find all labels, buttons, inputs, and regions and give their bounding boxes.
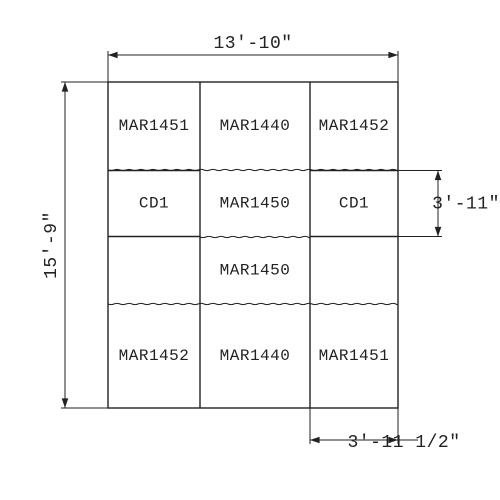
cell-r3c2-label: MAR1451 [319,347,390,365]
cell-r0c1-label: MAR1440 [220,117,291,135]
cell-r1c1-label: MAR1450 [220,195,291,213]
cell-r1c0-label: CD1 [139,195,169,213]
cell-r2c1-label: MAR1450 [220,262,291,280]
wavy-divider [108,303,398,304]
cell-r0c0-label: MAR1451 [119,117,190,135]
dim-arrow [108,52,118,59]
cell-r3c1-label: MAR1440 [220,347,291,365]
dim-label-left: 15'-9" [42,211,62,279]
dim-label-right: 3'-11" [432,194,500,214]
dim-label-top: 13'-10" [213,34,292,54]
dim-arrow [388,52,398,59]
wavy-divider [200,236,310,237]
dim-arrow [62,82,69,92]
cell-r1c2-label: CD1 [339,195,369,213]
cell-r0c2-label: MAR1452 [319,117,390,135]
dim-arrow [62,398,69,408]
dim-arrow [310,437,320,444]
dim-arrow [435,227,442,237]
dim-arrow [435,171,442,181]
dim-label-bottom: 3'-11 1/2" [347,433,460,453]
floor-plan-diagram: MAR1451 MAR1440 MAR1452 CD1 MAR1450 MAR1450 CD… [0,0,500,500]
cell-r3c0-label: MAR1452 [119,347,190,365]
